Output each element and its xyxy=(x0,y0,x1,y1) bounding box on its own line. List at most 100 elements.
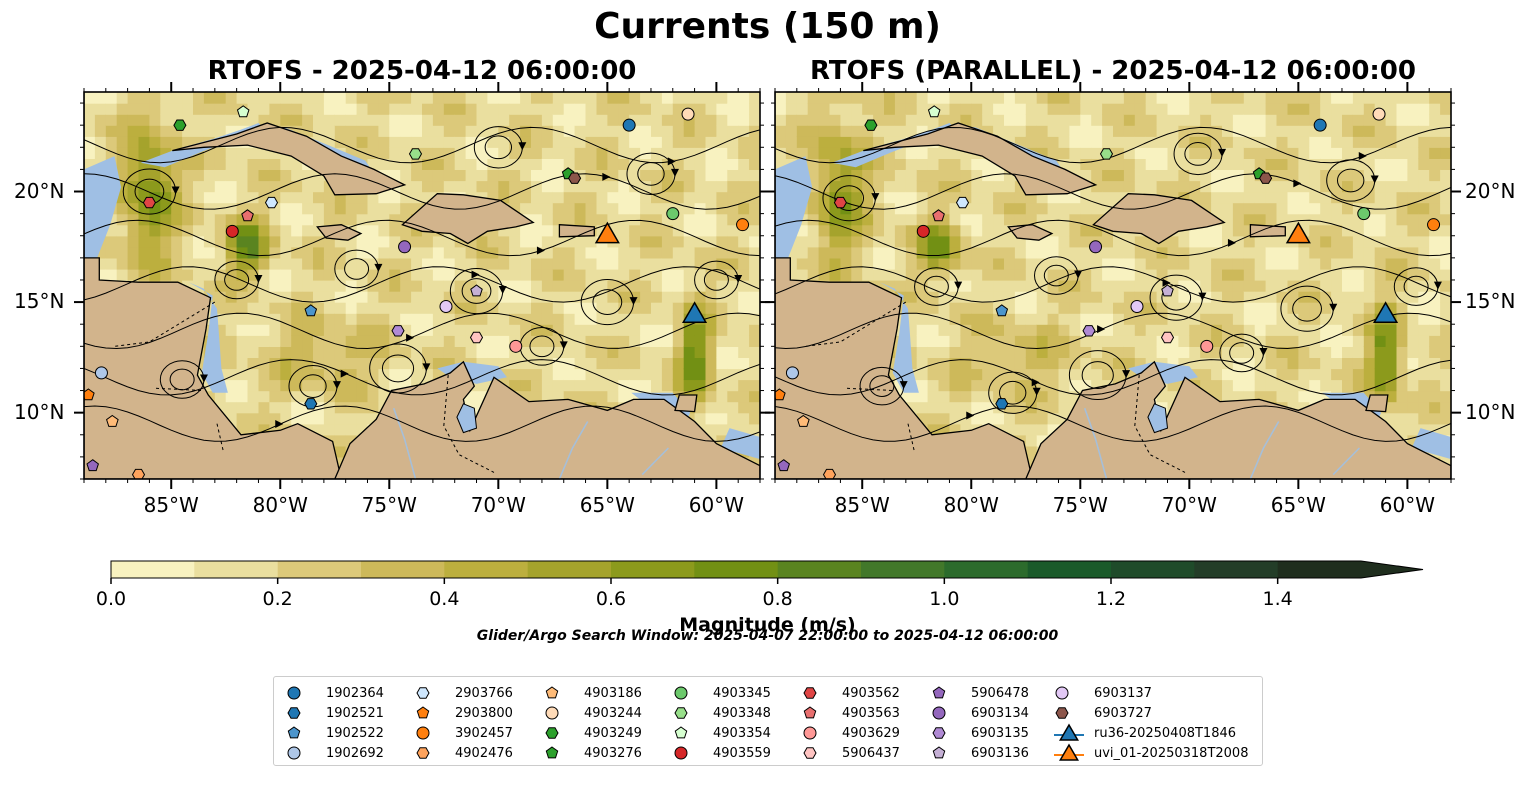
legend-marker xyxy=(803,726,817,740)
legend-marker xyxy=(932,746,946,759)
river xyxy=(641,447,669,476)
marker-3902457 xyxy=(1427,218,1441,232)
marker-5906478 xyxy=(777,459,790,472)
legend-item: 1902692 xyxy=(286,743,384,763)
colorbar-extend-arrow xyxy=(1361,561,1423,578)
lake-maracaibo xyxy=(1147,403,1169,434)
marker-4903354 xyxy=(236,105,250,118)
legend-item: 4903354 xyxy=(673,723,771,743)
marker-4903559 xyxy=(916,224,930,238)
legend-item: 5906437 xyxy=(802,743,900,763)
landmass xyxy=(1092,193,1226,245)
x-tick-label: 75°W xyxy=(1052,493,1108,517)
legend-item: ru36-20250408T1846 xyxy=(1054,723,1248,743)
legend-label: 4903562 xyxy=(842,685,900,701)
marker-4903186 xyxy=(797,414,810,427)
float-markers xyxy=(775,105,1441,479)
marker-4903348 xyxy=(408,148,423,160)
x-tick-label: 60°W xyxy=(1379,493,1435,517)
legend-marker xyxy=(674,707,688,719)
legend-label: 3902457 xyxy=(455,725,513,741)
y-tick-label: 10°N xyxy=(14,399,65,424)
x-tick-label: 80°W xyxy=(943,493,999,517)
map-frame xyxy=(83,91,761,480)
colorbar-segment xyxy=(111,561,195,578)
legend-item: 4903276 xyxy=(544,743,642,763)
legend-column: 4903186 4903244 4903249 4903276 xyxy=(544,683,642,763)
legend-label: 4903629 xyxy=(842,725,900,741)
marker-4903629 xyxy=(1200,339,1214,353)
legend-label: 4903244 xyxy=(584,705,642,721)
x-tick-label: 75°W xyxy=(361,493,417,517)
country-border xyxy=(907,423,916,453)
legend-marker xyxy=(545,746,559,759)
marker-2903766 xyxy=(264,196,279,209)
x-tick-label: 60°W xyxy=(688,493,744,517)
legend-column: 6903137 6903727 ru36-20250408T1846 uvi_01-2… xyxy=(1054,683,1248,763)
legend-marker xyxy=(416,726,430,740)
legend-item: 1902364 xyxy=(286,683,384,703)
panel-title-rtofs: RTOFS - 2025-04-12 06:00:00 xyxy=(207,56,637,86)
legend-label: 4903186 xyxy=(584,685,642,701)
y-tick-label: 20°N xyxy=(14,178,65,203)
legend-item: 5906478 xyxy=(931,683,1029,703)
colorbar-segment xyxy=(277,561,362,578)
legend-item: 4903186 xyxy=(544,683,642,703)
legend-marker xyxy=(1055,707,1069,719)
map-ticks xyxy=(74,82,770,489)
colorbar-segment xyxy=(1027,561,1112,578)
marker-4902476 xyxy=(822,468,837,479)
figure-title: Currents (150 m) xyxy=(594,6,941,47)
legend-item: 4902476 xyxy=(415,743,513,763)
colorbar-tick-label: 0.4 xyxy=(429,588,460,610)
colorbar-segment xyxy=(611,561,695,578)
map-panel-1 xyxy=(74,82,770,489)
map-panel-2 xyxy=(765,82,1461,489)
landmass xyxy=(1365,394,1389,413)
legend-marker xyxy=(416,747,430,759)
marker-4903562 xyxy=(833,196,847,209)
shallow-water xyxy=(879,282,919,393)
legend-item: 1902522 xyxy=(286,723,384,743)
marker-6903135 xyxy=(1082,325,1096,337)
marker-1902364 xyxy=(622,118,636,132)
legend-label: 6903136 xyxy=(971,745,1029,761)
legend-label: 6903137 xyxy=(1094,685,1152,701)
map-ticks xyxy=(765,82,1461,489)
landmass xyxy=(863,122,1098,196)
legend-marker xyxy=(932,727,946,739)
marker-4903348 xyxy=(1099,148,1114,160)
legend-label: uvi_01-20250318T2008 xyxy=(1094,745,1249,761)
marker-4903559 xyxy=(225,224,239,238)
streamlines xyxy=(775,126,1451,442)
marker-2903766 xyxy=(955,196,970,209)
legend-item: 6903137 xyxy=(1054,683,1248,703)
legend-label: 2903766 xyxy=(455,685,513,701)
legend-label: 4903563 xyxy=(842,705,900,721)
legend-label: 6903727 xyxy=(1094,705,1152,721)
marker-6903136 xyxy=(1161,284,1174,297)
shallow-water xyxy=(188,282,228,393)
country-border xyxy=(846,387,893,391)
legend: 1902364 1902521 1902522 1902692 2903766 29038… xyxy=(273,676,1263,766)
legend-item: 4903563 xyxy=(802,703,900,723)
marker-1902521 xyxy=(995,398,1009,410)
marker-4903186 xyxy=(106,414,119,427)
x-tick-label: 70°W xyxy=(470,493,526,517)
colorbar-segment xyxy=(527,561,612,578)
marker-uvi_01-20250318T2008 xyxy=(1285,221,1311,244)
legend-item: 6903727 xyxy=(1054,703,1248,723)
legend-marker xyxy=(932,706,946,720)
y-tick-label: 20°N xyxy=(1465,178,1516,203)
colorbar-segment xyxy=(777,561,862,578)
marker-6903137 xyxy=(1130,300,1144,314)
colorbar-tick-label: 0.8 xyxy=(762,588,793,610)
lake-maracaibo xyxy=(456,403,478,434)
legend-label: ru36-20250408T1846 xyxy=(1094,725,1237,741)
marker-4903244 xyxy=(681,107,695,121)
legend-item: 4903562 xyxy=(802,683,900,703)
legend-label: 1902692 xyxy=(326,745,384,761)
legend-label: 4903276 xyxy=(584,745,642,761)
marker-1902692 xyxy=(94,366,108,380)
legend-marker xyxy=(416,687,430,699)
